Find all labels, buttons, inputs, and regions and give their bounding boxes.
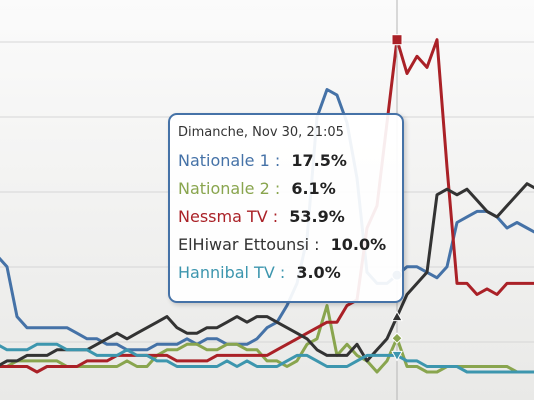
tooltip-series-value: 3.0% bbox=[296, 263, 341, 282]
hover-marker bbox=[391, 310, 403, 322]
hover-marker bbox=[391, 34, 403, 46]
tooltip-row: Nationale 1 : 17.5% bbox=[178, 151, 347, 170]
tooltip-row: ElHiwar Ettounsi : 10.0% bbox=[178, 235, 387, 254]
hover-marker bbox=[391, 350, 403, 362]
tooltip-series-name: Hannibal TV bbox=[178, 263, 275, 282]
series-line bbox=[0, 342, 534, 374]
chart-tooltip: Dimanche, Nov 30, 21:05 Nationale 1 : 17… bbox=[168, 113, 404, 303]
tooltip-series-name: Nessma TV bbox=[178, 207, 268, 226]
tooltip-row: Nationale 2 : 6.1% bbox=[178, 179, 336, 198]
tooltip-series-value: 17.5% bbox=[291, 151, 347, 170]
tooltip-series-value: 53.9% bbox=[289, 207, 345, 226]
tooltip-series-name: ElHiwar Ettounsi bbox=[178, 235, 310, 254]
chart-series bbox=[0, 38, 534, 374]
tooltip-series-name: Nationale 2 bbox=[178, 179, 270, 198]
tooltip-series-value: 6.1% bbox=[291, 179, 336, 198]
hover-marker bbox=[391, 332, 403, 344]
tooltip-row: Nessma TV : 53.9% bbox=[178, 207, 345, 226]
tooltip-series-name: Nationale 1 bbox=[178, 151, 270, 170]
tooltip-header: Dimanche, Nov 30, 21:05 bbox=[178, 125, 344, 140]
series-line bbox=[0, 88, 534, 352]
tooltip-series-value: 10.0% bbox=[330, 235, 387, 254]
series-line bbox=[0, 38, 534, 374]
tooltip-row: Hannibal TV : 3.0% bbox=[178, 263, 341, 282]
